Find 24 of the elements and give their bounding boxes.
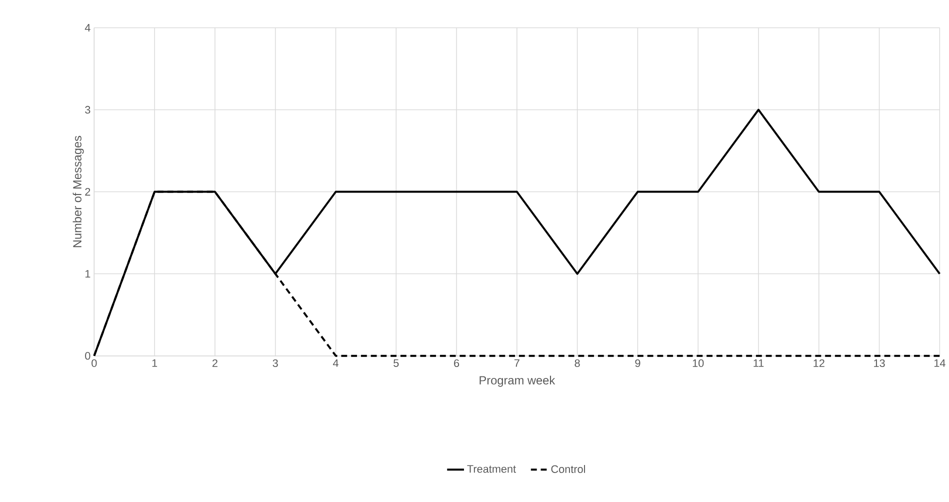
legend-label: Treatment [467, 465, 516, 474]
x-tick-label: 10 [692, 360, 704, 368]
x-tick-label: 7 [514, 360, 520, 368]
x-tick-label: 2 [212, 360, 218, 368]
y-tick-label: 2 [85, 188, 90, 196]
x-tick-label: 5 [394, 360, 399, 368]
x-tick-label: 12 [814, 360, 824, 368]
x-tick-label: 3 [272, 360, 278, 368]
y-tick-label: 4 [84, 24, 90, 32]
x-tick-label: 4 [332, 360, 338, 368]
y-tick-label: 1 [85, 270, 90, 278]
x-axis-title: Program week [480, 376, 556, 388]
x-tick-label: 6 [454, 360, 460, 368]
x-tick-label: 1 [152, 360, 158, 368]
x-tick-label: 13 [874, 360, 885, 368]
x-tick-label: 14 [934, 360, 946, 368]
x-tick-label: 11 [754, 360, 764, 368]
y-tick-label: 0 [85, 352, 90, 360]
y-axis-title: Number of Messages [72, 136, 84, 248]
x-tick-label: 8 [574, 360, 580, 368]
y-tick-label: 3 [85, 106, 90, 114]
x-tick-label: 9 [635, 360, 640, 368]
legend-label: Control [551, 465, 586, 474]
x-tick-label: 0 [92, 360, 97, 368]
